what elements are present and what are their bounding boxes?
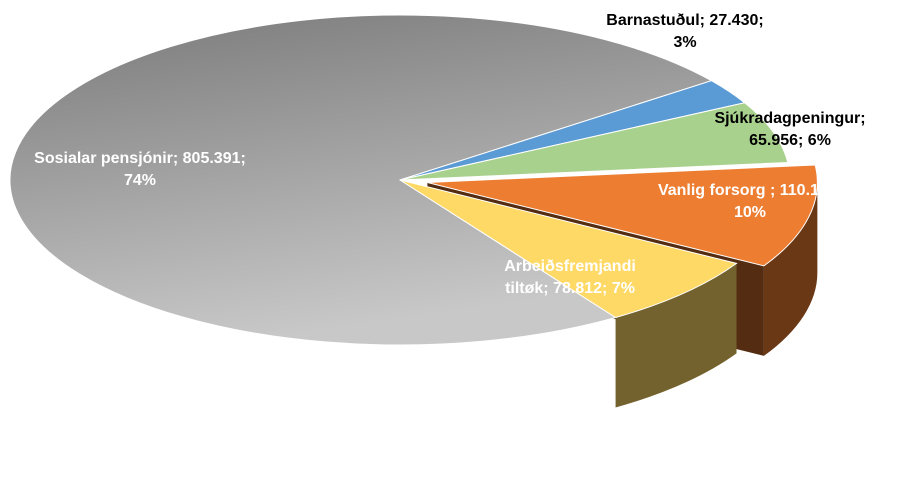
label-part: Sjúkradagpeningur; bbox=[714, 110, 866, 127]
data-label: Sjúkradagpeningur; 65.956; 6% bbox=[700, 108, 880, 152]
slice bbox=[399, 179, 738, 319]
data-label: Arbeiðsfremjandi tiltøk; 78.812; 7% bbox=[485, 256, 655, 300]
label-part: 10% bbox=[733, 204, 767, 221]
label-part: 805.391; bbox=[182, 150, 246, 167]
label-part: 6% bbox=[807, 132, 831, 149]
data-label: Sosialar pensjónir; 805.391; 74% bbox=[30, 148, 250, 192]
data-label: Barnastuðul; 27.430; 3% bbox=[600, 10, 770, 54]
label-part: 3% bbox=[673, 34, 697, 51]
slice bbox=[9, 14, 713, 346]
slice-side bbox=[615, 263, 737, 408]
slice bbox=[399, 102, 789, 181]
label-part: 65.956; bbox=[749, 132, 804, 149]
label-part: Barnastuðul; bbox=[606, 12, 705, 29]
label-part: Arbeiðsfremjandi tiltøk; bbox=[504, 258, 636, 297]
label-part: 27.430; bbox=[709, 12, 764, 29]
label-part: Sosialar pensjónir; bbox=[34, 150, 179, 167]
data-label: Vanlig forsorg ; 110.140; 10% bbox=[640, 180, 860, 224]
label-part: 74% bbox=[123, 172, 157, 189]
label-part: 7% bbox=[611, 280, 635, 297]
slice bbox=[427, 164, 818, 267]
label-part: 110.140; bbox=[779, 182, 843, 199]
label-part: Vanlig forsorg ; bbox=[657, 182, 776, 199]
label-part: 78.812; bbox=[553, 280, 608, 297]
